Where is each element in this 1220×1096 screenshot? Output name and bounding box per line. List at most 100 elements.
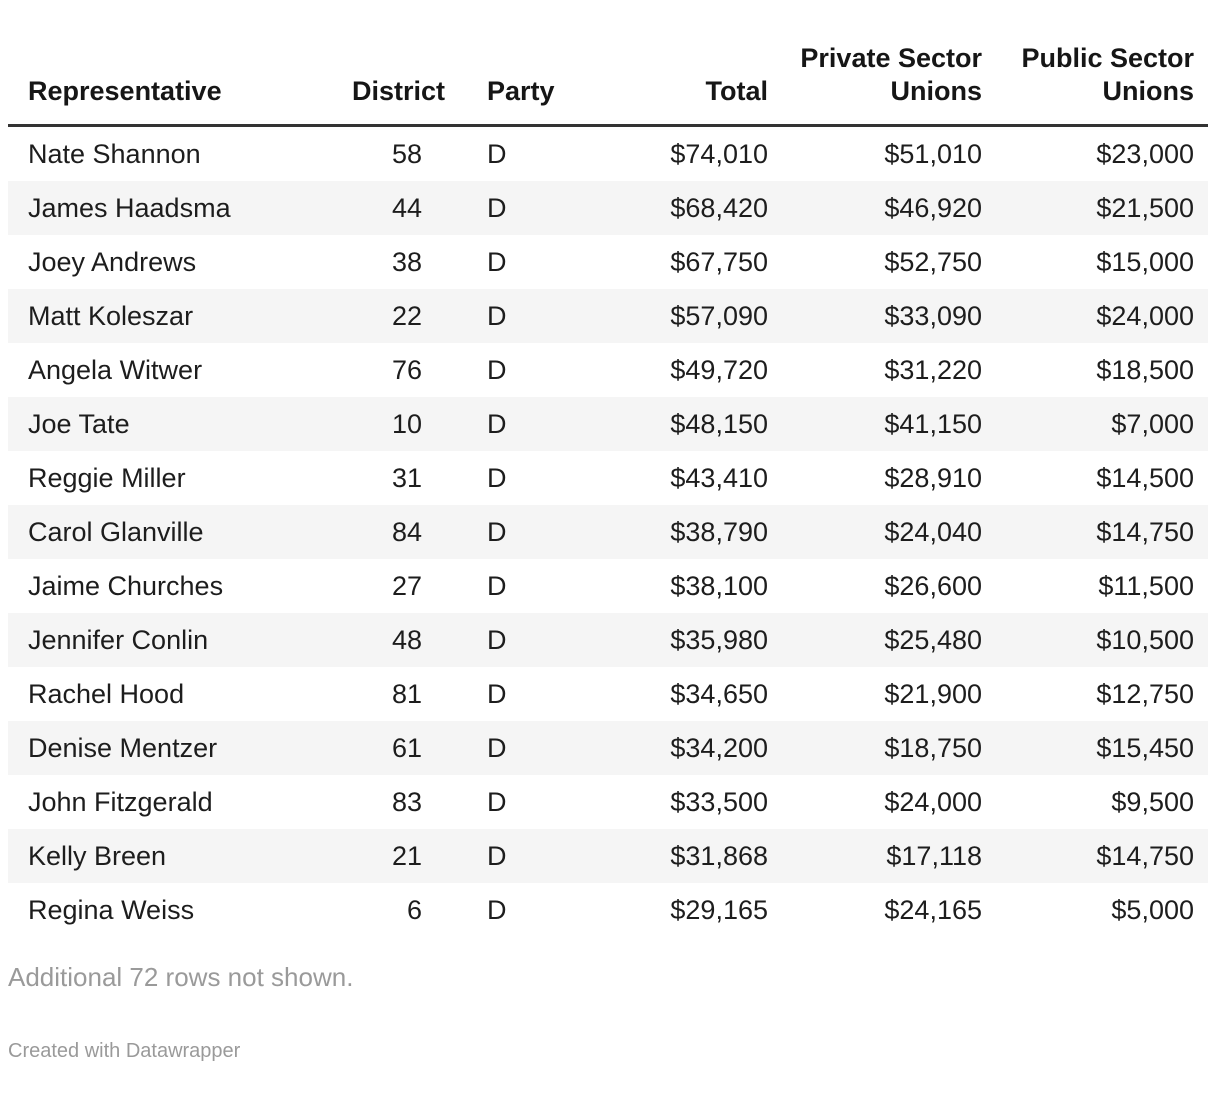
cell-representative: John Fitzgerald bbox=[28, 787, 213, 817]
cell-private-sector-unions: $25,480 bbox=[884, 625, 982, 655]
cell-representative: Angela Witwer bbox=[28, 355, 203, 385]
cell-private-sector-unions: $17,118 bbox=[886, 841, 982, 871]
table-row: Jaime Churches 27 D $38,100 $26,600 $11,500 bbox=[8, 559, 1208, 613]
cell-district: 84 bbox=[391, 517, 422, 547]
table-container: Representative District Party Total Priv… bbox=[8, 0, 1208, 1062]
cell-party: D bbox=[487, 247, 507, 277]
cell-representative: Regina Weiss bbox=[28, 895, 195, 925]
cell-party: D bbox=[487, 355, 507, 385]
datawrapper-attribution: Created with Datawrapper bbox=[8, 1040, 241, 1062]
cell-representative: Reggie Miller bbox=[28, 463, 186, 493]
table-row: Carol Glanville 84 D $38,790 $24,040 $14,750 bbox=[8, 505, 1208, 559]
cell-representative: Matt Koleszar bbox=[28, 301, 194, 331]
cell-private-sector-unions: $21,900 bbox=[884, 679, 982, 709]
cell-total: $31,868 bbox=[670, 841, 768, 871]
cell-private-sector-unions: $18,750 bbox=[884, 733, 982, 763]
cell-district: 6 bbox=[406, 895, 422, 925]
cell-total: $34,200 bbox=[670, 733, 768, 763]
cell-district: 48 bbox=[391, 625, 422, 655]
table-row: Jennifer Conlin 48 D $35,980 $25,480 $10,500 bbox=[8, 613, 1208, 667]
cell-representative: Jaime Churches bbox=[28, 571, 224, 601]
column-header-total: Total bbox=[586, 0, 782, 127]
cell-party: D bbox=[487, 409, 507, 439]
cell-party: D bbox=[487, 193, 507, 223]
cell-private-sector-unions: $41,150 bbox=[884, 409, 982, 439]
table-row: Denise Mentzer 61 D $34,200 $18,750 $15,450 bbox=[8, 721, 1208, 775]
column-header-representative: Representative bbox=[8, 0, 338, 127]
column-header-district: District bbox=[338, 0, 445, 127]
cell-representative: Nate Shannon bbox=[28, 139, 201, 169]
cell-total: $74,010 bbox=[670, 139, 768, 169]
cell-total: $38,100 bbox=[670, 571, 768, 601]
cell-representative: Denise Mentzer bbox=[28, 733, 218, 763]
cell-public-sector-unions: $18,500 bbox=[1096, 355, 1194, 385]
column-header-party: Party bbox=[436, 0, 586, 127]
table-row: Joey Andrews 38 D $67,750 $52,750 $15,000 bbox=[8, 235, 1208, 289]
cell-total: $48,150 bbox=[670, 409, 768, 439]
cell-representative: James Haadsma bbox=[28, 193, 231, 223]
cell-total: $43,410 bbox=[670, 463, 768, 493]
table-row: Nate Shannon 58 D $74,010 $51,010 $23,000 bbox=[8, 126, 1208, 182]
cell-party: D bbox=[487, 679, 507, 709]
table-row: Matt Koleszar 22 D $57,090 $33,090 $24,000 bbox=[8, 289, 1208, 343]
cell-public-sector-unions: $14,750 bbox=[1096, 841, 1194, 871]
cell-private-sector-unions: $24,000 bbox=[884, 787, 982, 817]
cell-district: 61 bbox=[391, 733, 422, 763]
cell-private-sector-unions: $28,910 bbox=[884, 463, 982, 493]
cell-district: 27 bbox=[391, 571, 422, 601]
cell-district: 10 bbox=[391, 409, 422, 439]
cell-representative: Rachel Hood bbox=[28, 679, 185, 709]
cell-total: $29,165 bbox=[670, 895, 768, 925]
cell-public-sector-unions: $15,450 bbox=[1096, 733, 1194, 763]
table-row: Reggie Miller 31 D $43,410 $28,910 $14,500 bbox=[8, 451, 1208, 505]
cell-public-sector-unions: $10,500 bbox=[1096, 625, 1194, 655]
cell-public-sector-unions: $7,000 bbox=[1111, 409, 1194, 439]
cell-total: $38,790 bbox=[670, 517, 768, 547]
cell-public-sector-unions: $11,500 bbox=[1098, 571, 1194, 601]
column-header-public-sector-unions: Public Sector Unions bbox=[996, 0, 1208, 127]
cell-private-sector-unions: $52,750 bbox=[884, 247, 982, 277]
cell-total: $35,980 bbox=[670, 625, 768, 655]
header-row: Representative District Party Total Priv… bbox=[8, 0, 1208, 127]
cell-public-sector-unions: $23,000 bbox=[1096, 139, 1194, 169]
table-body: Nate Shannon 58 D $74,010 $51,010 $23,000 Jame… bbox=[8, 126, 1208, 938]
cell-district: 31 bbox=[391, 463, 422, 493]
cell-private-sector-unions: $51,010 bbox=[884, 139, 982, 169]
cell-private-sector-unions: $31,220 bbox=[884, 355, 982, 385]
cell-district: 76 bbox=[391, 355, 422, 385]
cell-total: $49,720 bbox=[670, 355, 768, 385]
cell-public-sector-unions: $9,500 bbox=[1111, 787, 1194, 817]
cell-total: $57,090 bbox=[670, 301, 768, 331]
table-row: John Fitzgerald 83 D $33,500 $24,000 $9,500 bbox=[8, 775, 1208, 829]
cell-public-sector-unions: $12,750 bbox=[1096, 679, 1194, 709]
cell-party: D bbox=[487, 841, 507, 871]
cell-total: $67,750 bbox=[670, 247, 768, 277]
column-header-private-sector-unions: Private Sector Unions bbox=[782, 0, 996, 127]
cell-public-sector-unions: $21,500 bbox=[1096, 193, 1194, 223]
cell-district: 58 bbox=[391, 139, 422, 169]
cell-private-sector-unions: $24,165 bbox=[884, 895, 982, 925]
cell-public-sector-unions: $14,750 bbox=[1096, 517, 1194, 547]
cell-district: 22 bbox=[391, 301, 422, 331]
cell-public-sector-unions: $15,000 bbox=[1096, 247, 1194, 277]
cell-representative: Joey Andrews bbox=[28, 247, 197, 277]
cell-public-sector-unions: $24,000 bbox=[1096, 301, 1194, 331]
cell-party: D bbox=[487, 463, 507, 493]
cell-total: $34,650 bbox=[670, 679, 768, 709]
additional-rows-note: Additional 72 rows not shown. bbox=[8, 962, 354, 992]
cell-party: D bbox=[487, 625, 507, 655]
cell-private-sector-unions: $24,040 bbox=[884, 517, 982, 547]
table-row: Joe Tate 10 D $48,150 $41,150 $7,000 bbox=[8, 397, 1208, 451]
cell-public-sector-unions: $5,000 bbox=[1111, 895, 1194, 925]
cell-party: D bbox=[487, 895, 507, 925]
cell-public-sector-unions: $14,500 bbox=[1096, 463, 1194, 493]
cell-private-sector-unions: $33,090 bbox=[884, 301, 982, 331]
table-row: Regina Weiss 6 D $29,165 $24,165 $5,000 bbox=[8, 883, 1208, 937]
cell-district: 21 bbox=[391, 841, 422, 871]
cell-party: D bbox=[487, 733, 507, 763]
data-table: Representative District Party Total Priv… bbox=[8, 0, 1208, 937]
cell-total: $68,420 bbox=[670, 193, 768, 223]
cell-district: 44 bbox=[391, 193, 422, 223]
cell-party: D bbox=[487, 517, 507, 547]
cell-representative: Carol Glanville bbox=[28, 517, 204, 547]
